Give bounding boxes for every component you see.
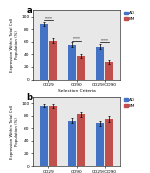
Y-axis label: Expression Within Total Cell
Population (%): Expression Within Total Cell Population … — [10, 18, 19, 72]
Text: b: b — [27, 93, 33, 102]
Bar — [40, 24, 48, 80]
Bar — [105, 62, 113, 80]
Bar — [96, 123, 104, 166]
Y-axis label: Expression Within Total Cell
Population (%): Expression Within Total Cell Population … — [10, 104, 19, 158]
Text: ****: **** — [72, 36, 81, 40]
Bar — [49, 41, 57, 80]
Bar — [105, 119, 113, 166]
X-axis label: Selection Criteria: Selection Criteria — [58, 89, 95, 93]
Text: ****: **** — [100, 38, 109, 42]
Bar — [68, 121, 76, 166]
Bar — [77, 115, 85, 166]
Bar — [96, 47, 104, 80]
Text: a: a — [27, 6, 33, 15]
Bar — [40, 106, 48, 166]
Legend: AO, BM: AO, BM — [124, 11, 136, 22]
Legend: AO, BM: AO, BM — [124, 98, 136, 108]
Bar — [77, 56, 85, 80]
Bar — [49, 106, 57, 166]
Bar — [68, 45, 76, 80]
Text: ****: **** — [44, 16, 52, 20]
